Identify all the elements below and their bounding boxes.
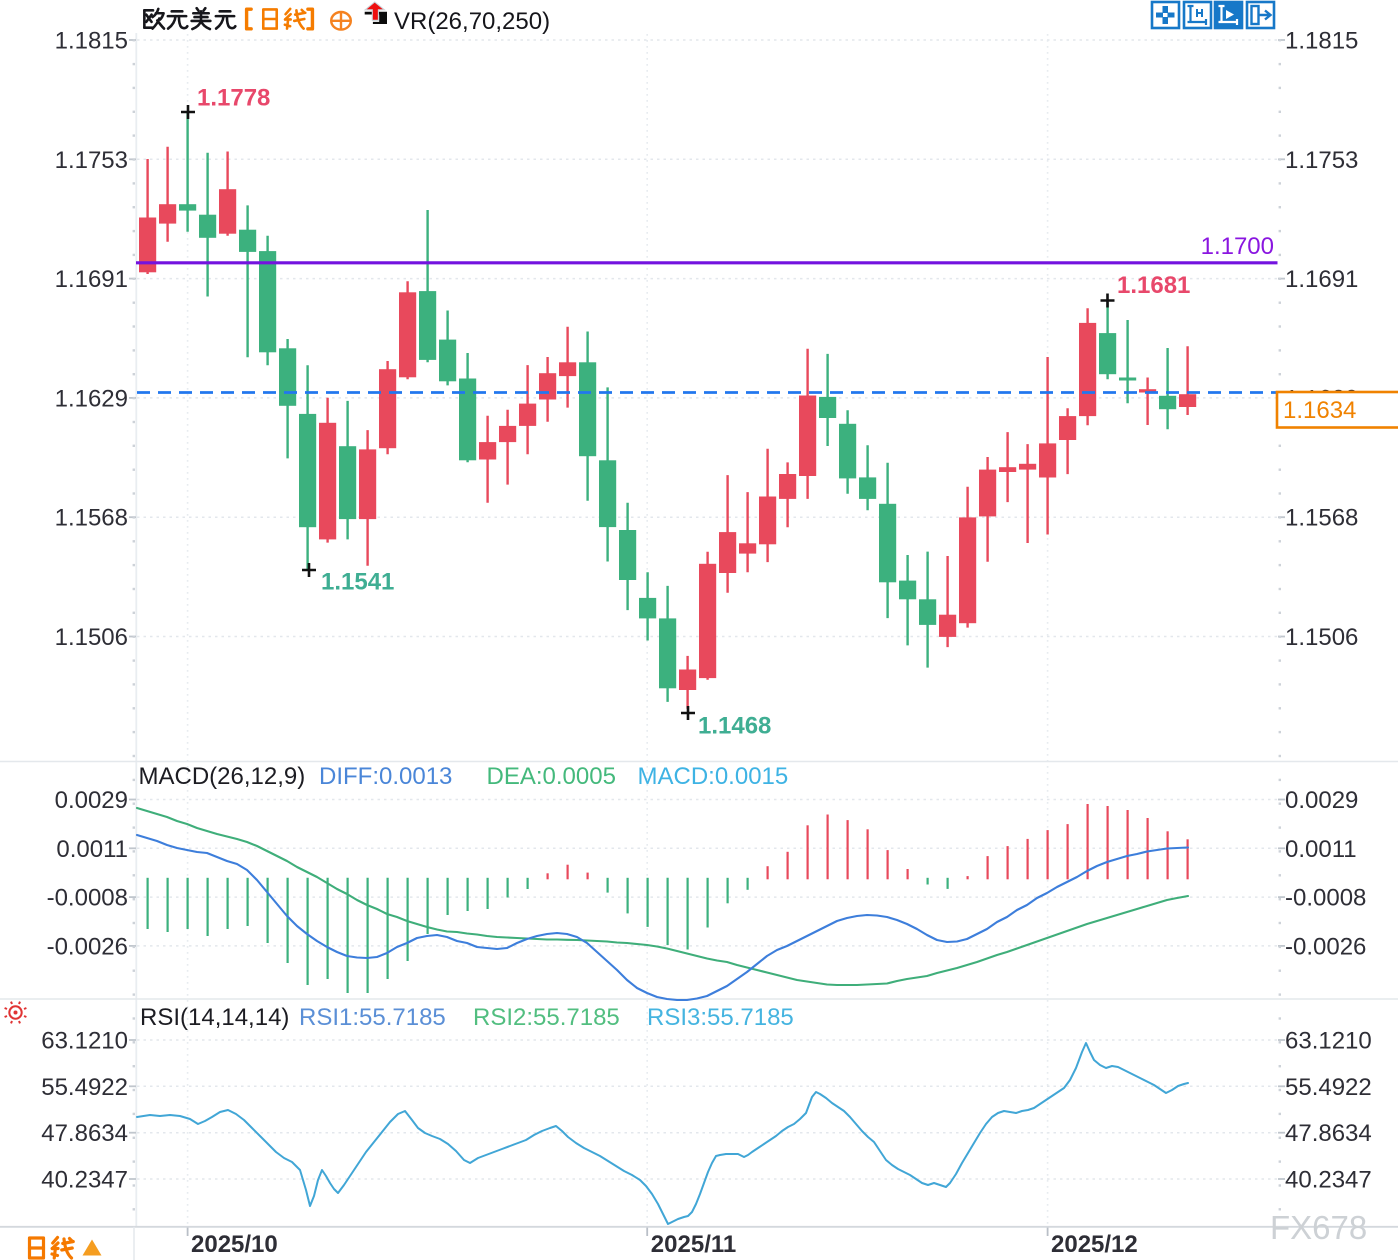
svg-text:1.1634: 1.1634 (1283, 397, 1356, 424)
svg-text:1.1778: 1.1778 (197, 85, 270, 112)
svg-text:RSI1:55.7185: RSI1:55.7185 (299, 1004, 446, 1031)
svg-text:1.1753: 1.1753 (1285, 147, 1358, 174)
svg-text:0.0011: 0.0011 (1285, 836, 1357, 863)
svg-text:DIFF:0.0013: DIFF:0.0013 (319, 763, 452, 790)
svg-text:-0.0026: -0.0026 (1285, 933, 1366, 960)
svg-text:1.1691: 1.1691 (1285, 266, 1358, 293)
svg-text:1.1700: 1.1700 (1201, 233, 1274, 260)
svg-text:47.8634: 47.8634 (1285, 1120, 1372, 1147)
svg-text:2025/10: 2025/10 (191, 1231, 278, 1258)
svg-text:0.0029: 0.0029 (55, 787, 128, 814)
svg-text:1.1815: 1.1815 (1285, 28, 1358, 55)
svg-text:1.1541: 1.1541 (321, 569, 394, 596)
svg-text:-0.0008: -0.0008 (47, 885, 128, 912)
svg-text:1.1506: 1.1506 (1285, 624, 1358, 651)
svg-text:63.1210: 63.1210 (1285, 1028, 1372, 1055)
svg-text:40.2347: 40.2347 (41, 1167, 128, 1194)
svg-text:1.1681: 1.1681 (1117, 272, 1190, 299)
svg-text:55.4922: 55.4922 (41, 1074, 128, 1101)
svg-text:MACD:0.0015: MACD:0.0015 (638, 763, 789, 790)
svg-text:FX678: FX678 (1270, 1209, 1367, 1246)
svg-text:1.1753: 1.1753 (55, 147, 128, 174)
svg-text:1.1568: 1.1568 (55, 505, 128, 532)
svg-text:RSI3:55.7185: RSI3:55.7185 (647, 1004, 794, 1031)
svg-text:MACD(26,12,9): MACD(26,12,9) (139, 763, 306, 790)
svg-text:1.1691: 1.1691 (55, 266, 128, 293)
svg-text:RSI(14,14,14): RSI(14,14,14) (140, 1004, 289, 1031)
svg-text:55.4922: 55.4922 (1285, 1074, 1372, 1101)
svg-text:2025/12: 2025/12 (1051, 1231, 1138, 1258)
svg-text:1.1568: 1.1568 (1285, 505, 1358, 532)
svg-text:40.2347: 40.2347 (1285, 1167, 1372, 1194)
svg-text:47.8634: 47.8634 (41, 1120, 128, 1147)
svg-text:1.1629: 1.1629 (55, 385, 128, 412)
svg-text:-0.0026: -0.0026 (47, 933, 128, 960)
svg-text:1.1506: 1.1506 (55, 624, 128, 651)
svg-text:DEA:0.0005: DEA:0.0005 (487, 763, 616, 790)
svg-text:2025/11: 2025/11 (651, 1231, 736, 1258)
svg-text:0.0029: 0.0029 (1285, 787, 1358, 814)
svg-text:1.1815: 1.1815 (55, 28, 128, 55)
svg-text:63.1210: 63.1210 (41, 1028, 128, 1055)
svg-text:-0.0008: -0.0008 (1285, 885, 1366, 912)
svg-text:0.0011: 0.0011 (56, 836, 128, 863)
svg-text:1.1468: 1.1468 (698, 713, 771, 740)
svg-text:VR(26,70,250): VR(26,70,250) (394, 8, 550, 35)
svg-text:RSI2:55.7185: RSI2:55.7185 (473, 1004, 620, 1031)
